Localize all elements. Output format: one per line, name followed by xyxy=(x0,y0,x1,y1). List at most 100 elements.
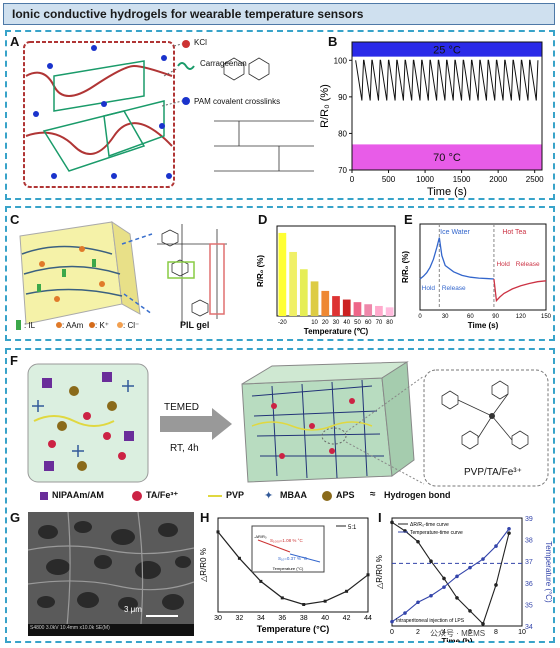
i-y2label: Temperature (°C) xyxy=(544,541,552,603)
c-legend-k: : K⁺ xyxy=(95,321,110,330)
i-point-1 xyxy=(390,619,394,624)
h-inset-label-1: S₁₀ₒₒ=1.08 % °C xyxy=(270,538,303,543)
d-xtick-label: 10 xyxy=(311,320,318,326)
d-xtick-label: 30 xyxy=(333,320,340,326)
frame-ab xyxy=(5,30,555,200)
h-series-line xyxy=(217,531,369,606)
e-ice-water: Ice Water xyxy=(440,229,470,236)
g-scalebar: 3 μm xyxy=(124,605,142,614)
c-pil-label: PIL gel xyxy=(180,320,210,330)
e-xtick-label: 120 xyxy=(516,314,527,320)
f-conditions: RT, 4h xyxy=(170,443,199,454)
e-ylabel: R/R₀ (%) xyxy=(401,251,410,283)
i-xtick-label: 10 xyxy=(518,629,526,636)
b-xtick-label: 0 xyxy=(350,175,355,184)
label-pam: PAM covalent crosslinks xyxy=(194,97,281,106)
h-xtick-label: 38 xyxy=(300,615,308,622)
d-ylabel: R/R₀ (%) xyxy=(256,255,265,287)
chart-e: Ice Water Hot Tea Hold Release Hold Release 0 3… xyxy=(401,223,552,330)
i-y2tick-label: 35 xyxy=(525,602,533,609)
pvp-icon xyxy=(208,495,222,497)
h-point xyxy=(323,599,327,603)
b-band-label-1: 70 °C xyxy=(433,152,461,164)
i-point-0 xyxy=(416,539,420,544)
h-xtick-label: 40 xyxy=(321,615,329,622)
h-xtick-label: 36 xyxy=(278,615,286,622)
i-legend-label-0: ΔR/R₀-time curve xyxy=(410,522,449,528)
d-xtick-label: 40 xyxy=(343,320,350,326)
i-point-0 xyxy=(455,596,459,600)
panel-f-schematic xyxy=(27,361,549,487)
b-xtick-label: 500 xyxy=(382,175,396,184)
i-point-1 xyxy=(455,574,459,579)
d-bar-20 xyxy=(321,290,330,316)
c-legend-il: : IL xyxy=(24,321,36,330)
h-inset-ylabel: -ΔR/R₀ xyxy=(254,534,267,539)
panel-a-schematic xyxy=(23,40,314,188)
h-inset-xlabel: Temperature (°C) xyxy=(273,566,304,571)
d-xtick-label: 60 xyxy=(365,320,372,326)
h-xtick-label: 34 xyxy=(257,615,265,622)
i-plot-frame xyxy=(391,517,523,627)
panel-i-letter: I xyxy=(378,510,382,525)
panel-g-letter: G xyxy=(10,510,21,525)
hbond-icon: ≈ xyxy=(370,489,376,500)
h-xtick-label: 32 xyxy=(236,615,244,622)
e-release-2: Release xyxy=(516,261,540,268)
i-series-1 xyxy=(391,528,510,623)
chart-i: ΔR/R₀-time curve Temperature-time curve In… xyxy=(375,516,552,642)
f-legend-aps: APS xyxy=(336,490,355,500)
d-bar-0 xyxy=(299,269,308,316)
e-xtick-label: 30 xyxy=(442,314,449,320)
e-hold-2: Hold xyxy=(496,261,510,268)
h-point xyxy=(280,596,284,600)
b-xtick-label: 2500 xyxy=(526,175,544,184)
panel-h-letter: H xyxy=(200,510,210,525)
i-xlabel: Time (h) xyxy=(442,637,473,642)
f-legend-pvp: PVP xyxy=(226,490,245,500)
f-inset-label: PVP/TA/Fe³⁺ xyxy=(464,467,522,478)
i-xtick-label: 8 xyxy=(494,629,498,636)
f-legend-ta: TA/Fe³⁺ xyxy=(146,490,179,500)
i-annotation: Intraperitoneal injection of LPS xyxy=(396,618,465,624)
i-point-1 xyxy=(481,557,485,561)
label-kcl: KCl xyxy=(194,38,207,47)
figure-title: Ionic conductive hydrogels for wearable … xyxy=(12,7,364,21)
chart-h: 5:1 S₁₀ₒₒ=1.08 % °C S₁ₒ=0.37 % °C -ΔR/R₀ Tem… xyxy=(199,517,372,634)
e-plot-frame xyxy=(419,223,547,311)
mbaa-icon: ✦ xyxy=(264,490,274,502)
i-point-1 xyxy=(429,593,433,598)
h-point xyxy=(259,579,263,583)
h-legend-label: 5:1 xyxy=(348,525,357,531)
b-ytick-label: 90 xyxy=(338,93,347,102)
h-xtick-label: 30 xyxy=(214,615,222,622)
h-inset-line-2 xyxy=(289,553,321,563)
d-bar--10 xyxy=(289,251,297,316)
i-xtick-label: 0 xyxy=(390,629,394,636)
h-inset-frame xyxy=(251,525,325,573)
i-y2tick-label: 38 xyxy=(525,538,533,545)
e-xtick-label: 90 xyxy=(492,314,499,320)
f-legend-nipaam: NIPAAm/AM xyxy=(52,490,104,500)
d-bar-30 xyxy=(332,296,340,316)
d-bar-10 xyxy=(310,281,319,316)
h-inset-line-1 xyxy=(257,539,291,553)
ta-fe-icon xyxy=(132,491,142,501)
b-ytick-label: 70 xyxy=(338,166,347,175)
b-ytick-label: 100 xyxy=(334,56,348,65)
i-point-0 xyxy=(507,531,511,535)
i-xtick-label: 4 xyxy=(442,629,446,636)
nipaam-swatch xyxy=(40,492,48,500)
d-bar-80 xyxy=(385,307,394,316)
d-xtick-label: -20 xyxy=(278,320,287,326)
i-point-1 xyxy=(494,544,498,548)
d-bar-50 xyxy=(353,302,362,316)
i-point-0 xyxy=(481,622,485,626)
i-y2tick-label: 39 xyxy=(525,516,533,523)
h-inset-label-2: S₁ₒ=0.37 % °C xyxy=(278,556,308,561)
i-point-0 xyxy=(442,576,446,581)
h-plot-frame xyxy=(217,517,369,613)
i-point-1 xyxy=(507,527,511,531)
e-release-1: Release xyxy=(442,285,466,292)
i-point-1 xyxy=(403,611,407,615)
